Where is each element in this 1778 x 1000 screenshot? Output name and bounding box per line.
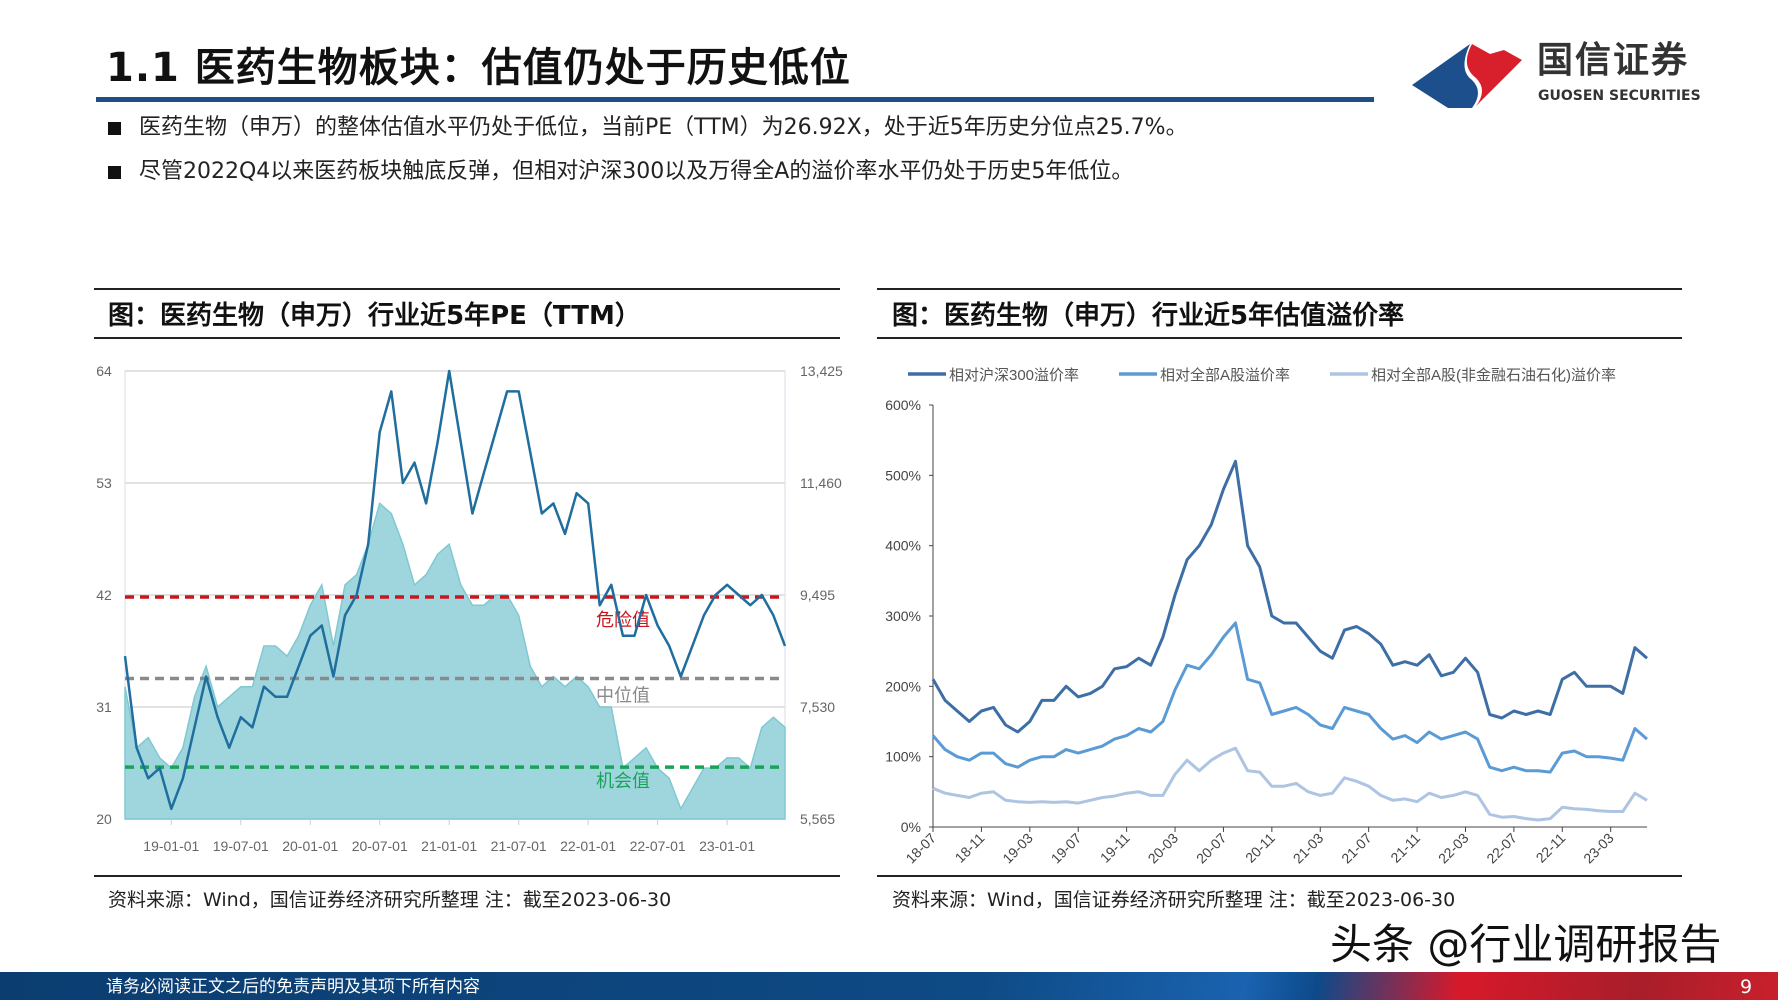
pe-line bbox=[123, 369, 787, 811]
y-left-tick-label: 64 bbox=[96, 363, 112, 379]
footer-bar bbox=[0, 972, 1778, 1000]
left-chart-title: 图：医药生物（申万）行业近5年PE（TTM） bbox=[108, 301, 641, 331]
bullet-square-icon bbox=[108, 165, 121, 179]
x-tick-label: 23-03 bbox=[1580, 830, 1617, 867]
panel-title-rule bbox=[877, 337, 1682, 339]
series-line bbox=[932, 746, 1648, 822]
bullet-square-icon bbox=[108, 121, 121, 135]
y-left-tick-label: 20 bbox=[96, 811, 112, 827]
reference-line-label: 中位值 bbox=[596, 685, 650, 705]
y-left-tick-label: 53 bbox=[96, 475, 112, 491]
right-chart-title: 图：医药生物（申万）行业近5年估值溢价率 bbox=[892, 301, 1405, 331]
x-tick-label: 22-07-01 bbox=[630, 838, 686, 854]
legend-label: 相对沪深300溢价率 bbox=[949, 367, 1079, 384]
x-tick-label: 22-03 bbox=[1435, 830, 1472, 867]
bullet-item: 尽管2022Q4以来医药板块触底反弹，但相对沪深300以及万得全A的溢价率水平仍… bbox=[108, 158, 1133, 186]
left-chart-source: 资料来源：Wind，国信证券经济研究所整理 注：截至2023-06-30 bbox=[108, 889, 672, 911]
y-tick-label: 400% bbox=[885, 538, 921, 554]
logo-text-cn: 国信证券 bbox=[1537, 40, 1690, 81]
panel-bottom-rule bbox=[94, 875, 840, 877]
page-title: 1.1 医药生物板块：估值仍处于历史低位 bbox=[106, 45, 851, 91]
x-tick-label: 22-01-01 bbox=[560, 838, 616, 854]
x-tick-label: 22-07 bbox=[1483, 830, 1520, 867]
panel-top-rule bbox=[877, 288, 1682, 290]
y-right-tick-label: 13,425 bbox=[800, 363, 843, 379]
y-tick-label: 300% bbox=[885, 608, 921, 624]
panel-bottom-rule bbox=[877, 875, 1682, 877]
x-tick-label: 23-01-01 bbox=[699, 838, 755, 854]
logo-text-en: GUOSEN SECURITIES bbox=[1538, 88, 1701, 104]
x-tick-label: 20-03 bbox=[1145, 830, 1182, 867]
y-right-tick-label: 7,530 bbox=[800, 699, 835, 715]
panel-title-rule bbox=[94, 337, 840, 339]
premium-rate-chart: 0% 100% 200% 300% 400% 500% 600% 18-07 18-11 19-0… bbox=[885, 366, 1648, 867]
y-tick-label: 200% bbox=[885, 678, 921, 694]
reference-line-label: 机会值 bbox=[596, 771, 650, 791]
x-tick-label: 21-07 bbox=[1338, 830, 1375, 867]
y-tick-label: 500% bbox=[885, 467, 921, 483]
company-logo bbox=[1410, 40, 1530, 110]
y-left-tick-label: 31 bbox=[96, 699, 112, 715]
x-tick-label: 21-07-01 bbox=[491, 838, 547, 854]
x-tick-label: 21-01-01 bbox=[421, 838, 477, 854]
x-tick-label: 20-01-01 bbox=[282, 838, 338, 854]
disclaimer-text: 请务必阅读正文之后的免责声明及其项下所有内容 bbox=[106, 977, 480, 997]
x-tick-label: 21-11 bbox=[1387, 830, 1423, 866]
x-tick-label: 20-07 bbox=[1193, 830, 1230, 867]
bullet-text: 医药生物（申万）的整体估值水平仍处于低位，当前PE（TTM）为26.92X，处于… bbox=[139, 115, 1188, 140]
title-underline bbox=[96, 97, 1374, 102]
bullet-text: 尽管2022Q4以来医药板块触底反弹，但相对沪深300以及万得全A的溢价率水平仍… bbox=[139, 159, 1134, 184]
x-tick-label: 18-11 bbox=[952, 830, 988, 866]
x-tick-label: 22-11 bbox=[1533, 830, 1569, 866]
legend-label: 相对全部A股溢价率 bbox=[1160, 366, 1290, 384]
x-tick-label: 19-03 bbox=[999, 830, 1036, 867]
right-chart-source: 资料来源：Wind，国信证券经济研究所整理 注：截至2023-06-30 bbox=[892, 889, 1456, 911]
page-number: 9 bbox=[1740, 976, 1753, 998]
x-tick-label: 20-11 bbox=[1242, 830, 1278, 866]
panel-top-rule bbox=[94, 288, 840, 290]
index-area bbox=[124, 502, 786, 820]
x-tick-label: 20-07-01 bbox=[352, 838, 408, 854]
y-tick-label: 100% bbox=[885, 749, 921, 765]
logo-mark-icon bbox=[1412, 44, 1522, 108]
y-right-tick-label: 11,460 bbox=[800, 475, 842, 491]
x-tick-label: 19-11 bbox=[1097, 830, 1133, 866]
x-tick-label: 18-07 bbox=[902, 830, 939, 867]
y-tick-label: 600% bbox=[885, 397, 921, 413]
x-tick-label: 19-07-01 bbox=[213, 838, 269, 854]
bullet-item: 医药生物（申万）的整体估值水平仍处于低位，当前PE（TTM）为26.92X，处于… bbox=[108, 114, 1188, 142]
legend-label: 相对全部A股(非金融石油石化)溢价率 bbox=[1371, 366, 1616, 384]
y-right-tick-label: 5,565 bbox=[800, 811, 835, 827]
y-tick-label: 0% bbox=[901, 819, 921, 835]
x-tick-label: 19-07 bbox=[1048, 830, 1085, 867]
x-tick-label: 21-03 bbox=[1290, 830, 1327, 867]
x-tick-label: 19-01-01 bbox=[143, 838, 199, 854]
watermark: 头条 @行业调研报告 bbox=[1330, 920, 1722, 969]
series-line bbox=[931, 621, 1648, 774]
y-left-tick-label: 42 bbox=[96, 587, 112, 603]
pe-ttm-chart: 20 5,565 31 7,530 42 9,495 53 11,460 64 13,425 19-… bbox=[96, 363, 843, 854]
series-line bbox=[931, 459, 1648, 734]
y-right-tick-label: 9,495 bbox=[800, 587, 835, 603]
